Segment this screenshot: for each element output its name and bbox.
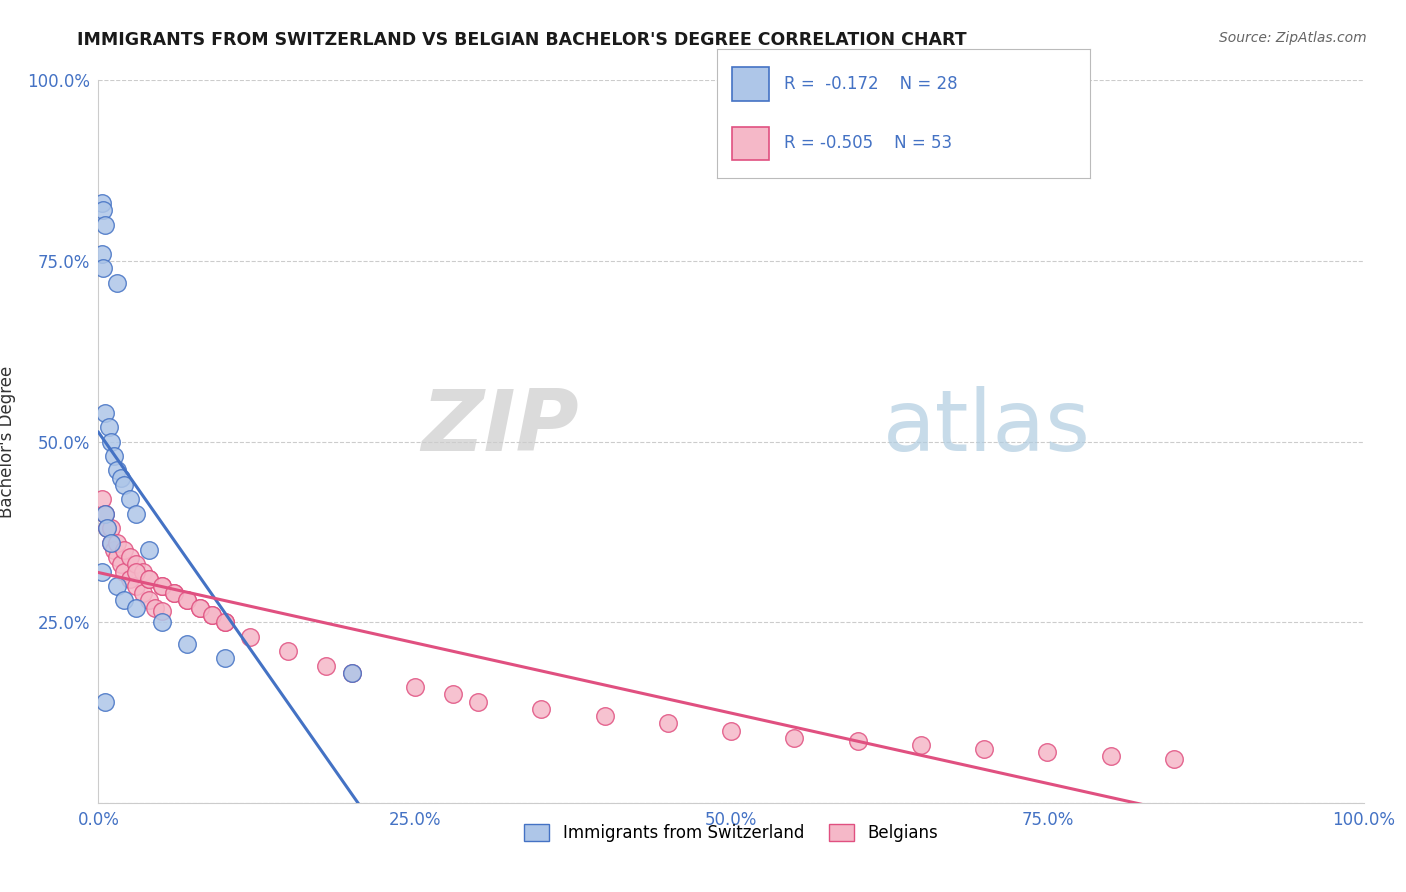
Point (150, 579, 173, 593)
Point (93, 406, 117, 420)
Point (1036, 745, 1059, 759)
Point (239, 630, 262, 644)
Point (91, 492, 114, 507)
Point (96, 521, 118, 535)
Point (340, 665, 363, 680)
Point (138, 572, 160, 586)
Point (97, 420, 120, 434)
Point (112, 593, 135, 607)
Point (107, 535, 129, 549)
Point (107, 463, 129, 477)
Point (103, 449, 125, 463)
Point (145, 600, 166, 615)
Point (91, 565, 114, 579)
Point (188, 600, 211, 615)
Point (163, 586, 186, 600)
Point (91, 196, 114, 211)
Point (107, 550, 129, 565)
Point (1099, 748, 1122, 763)
Point (910, 738, 932, 752)
Point (657, 716, 679, 731)
Point (846, 734, 869, 748)
Point (315, 658, 337, 673)
Point (96, 521, 118, 535)
Point (150, 604, 173, 618)
Point (138, 593, 160, 607)
Point (93, 261, 115, 276)
Point (125, 558, 148, 572)
Point (91, 246, 114, 260)
Point (103, 542, 125, 557)
Point (100, 535, 122, 549)
Point (93, 203, 115, 218)
Point (973, 741, 995, 756)
Legend: Immigrants from Switzerland, Belgians: Immigrants from Switzerland, Belgians (517, 817, 945, 848)
Point (93, 507, 117, 521)
Point (201, 607, 224, 622)
Point (120, 492, 141, 507)
Point (214, 615, 236, 630)
Point (120, 572, 141, 586)
Point (125, 507, 148, 521)
Point (467, 695, 489, 709)
Point (112, 542, 135, 557)
Point (110, 471, 132, 485)
Text: atlas: atlas (883, 385, 1091, 468)
Point (107, 276, 129, 290)
Point (150, 615, 173, 630)
Point (404, 680, 426, 694)
Point (100, 521, 122, 535)
Point (188, 600, 211, 615)
Point (150, 579, 173, 593)
Point (176, 637, 198, 651)
Point (132, 565, 155, 579)
Point (593, 709, 616, 723)
Point (100, 535, 122, 549)
Point (100, 434, 122, 449)
FancyBboxPatch shape (733, 127, 769, 161)
Point (112, 478, 135, 492)
Point (720, 723, 742, 738)
Point (110, 558, 132, 572)
Y-axis label: Bachelor's Degree: Bachelor's Degree (0, 366, 15, 517)
Point (125, 579, 148, 593)
Point (1163, 752, 1185, 766)
Point (783, 731, 806, 745)
Point (214, 615, 236, 630)
Text: R = -0.505    N = 53: R = -0.505 N = 53 (785, 135, 952, 153)
Point (93, 695, 117, 709)
Point (214, 651, 236, 665)
Point (132, 586, 155, 600)
Point (201, 607, 224, 622)
Point (120, 550, 141, 565)
Point (530, 702, 553, 716)
Point (277, 644, 299, 658)
Text: ZIP: ZIP (422, 385, 579, 468)
Point (125, 565, 148, 579)
Text: Source: ZipAtlas.com: Source: ZipAtlas.com (1219, 31, 1367, 45)
Point (107, 579, 129, 593)
Point (138, 542, 160, 557)
Point (93, 218, 117, 232)
Text: R =  -0.172    N = 28: R = -0.172 N = 28 (785, 75, 957, 93)
Point (441, 687, 464, 701)
Point (176, 593, 198, 607)
Point (176, 593, 198, 607)
Point (125, 600, 148, 615)
Point (138, 572, 160, 586)
Point (93, 507, 117, 521)
Point (112, 565, 135, 579)
Text: IMMIGRANTS FROM SWITZERLAND VS BELGIAN BACHELOR'S DEGREE CORRELATION CHART: IMMIGRANTS FROM SWITZERLAND VS BELGIAN B… (77, 31, 967, 49)
Point (163, 586, 186, 600)
Point (340, 665, 363, 680)
FancyBboxPatch shape (733, 67, 769, 101)
